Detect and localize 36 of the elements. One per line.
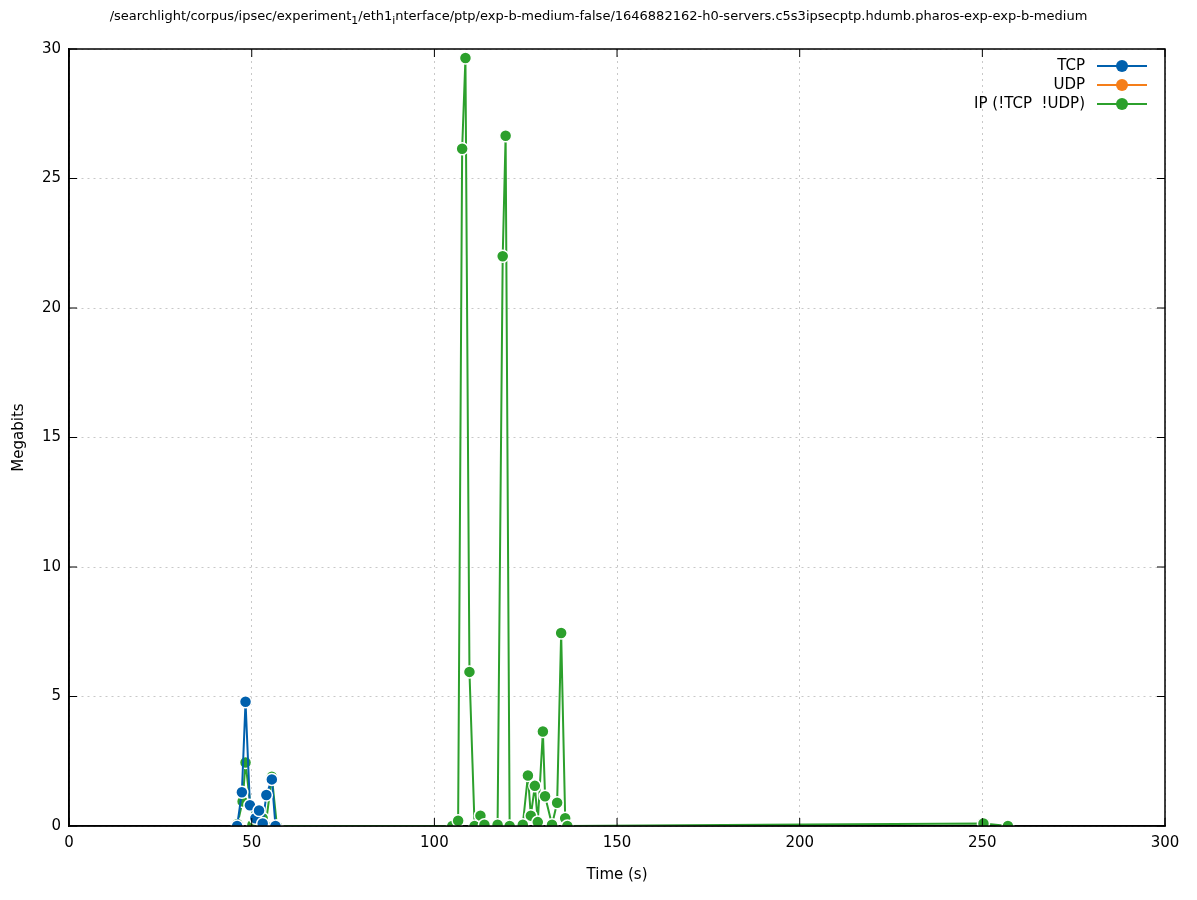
x-tick-label: 300 [1150, 832, 1180, 851]
y-tick-label: 0 [51, 815, 62, 834]
legend-label: IP (!TCP !UDP) [974, 93, 1085, 112]
x-tick-label: 50 [242, 832, 262, 851]
y-tick-label: 15 [41, 426, 62, 445]
y-axis-title: Megabits [8, 402, 27, 472]
x-tick-label: 250 [968, 832, 997, 851]
point [554, 625, 568, 640]
point [451, 813, 465, 826]
point [462, 664, 477, 679]
point [550, 795, 564, 810]
x-tick-label: 200 [785, 832, 815, 851]
point [531, 814, 545, 826]
legend-label: UDP [1053, 74, 1085, 93]
chart-title: /searchlight/corpus/ipsec/experiment$_{1}$/eth1$_{i}$nterface/ptp/exp-b-medium-false/1646882162-h0-servers.c5s3ipsecptp.hdumb.pharos-exp-exp-b-medium [108, 7, 1089, 29]
point [528, 778, 542, 793]
x-tick-label: 150 [602, 832, 632, 851]
x-axis-title: Time (s) [585, 864, 648, 883]
x-tick-label: 0 [64, 832, 74, 851]
point [259, 787, 274, 802]
point [498, 128, 513, 143]
point [495, 249, 510, 263]
point [536, 724, 550, 738]
point [455, 141, 469, 156]
point [538, 789, 552, 803]
y-tick-label: 10 [41, 556, 62, 575]
y-tick-label: 5 [51, 685, 62, 704]
y-tick-label: 20 [41, 297, 62, 316]
y-tick-label: 25 [41, 167, 62, 186]
point [235, 785, 249, 799]
legend-label: TCP [1056, 55, 1085, 74]
point [238, 694, 253, 709]
x-tick-label: 100 [420, 832, 449, 851]
y-tick-label: 30 [41, 38, 62, 57]
point [458, 50, 473, 65]
point [521, 768, 535, 782]
